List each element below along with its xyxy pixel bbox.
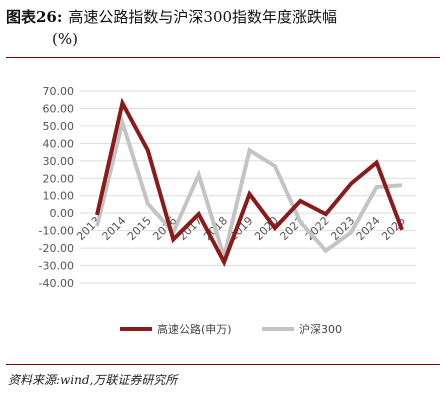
y-tick-label: 0.00 (50, 207, 75, 220)
y-tick-label: -40.00 (39, 277, 74, 290)
title-line-1: 图表26: 高速公路指数与沪深300指数年度涨跌幅 (6, 6, 440, 28)
y-tick-label: 50.00 (43, 120, 75, 133)
y-axis: 70.00 60.00 50.00 40.00 30.00 20.00 10.00 0.00 -… (39, 85, 74, 290)
y-tick-label: 70.00 (43, 85, 75, 98)
series-line-1 (95, 97, 404, 267)
series-group (95, 97, 404, 267)
y-tick-label: -20.00 (39, 242, 74, 255)
x-tick-label: 2025 (379, 214, 408, 243)
series-line-2 (95, 114, 403, 265)
y-tick-label: 30.00 (43, 155, 75, 168)
y-tick-label: 20.00 (43, 172, 75, 185)
x-tick-label: 2015 (125, 214, 154, 243)
chart-title: 图表26: 高速公路指数与沪深300指数年度涨跌幅 (%) (6, 6, 440, 50)
legend-label: 高速公路(申万) (157, 322, 232, 336)
top-rule (6, 57, 440, 58)
legend-label: 沪深300 (299, 322, 342, 336)
y-tick-label: -10.00 (39, 225, 74, 238)
figure-label: 图表26: (6, 8, 63, 26)
source-note: 资料来源:wind,万联证券研究所 (8, 373, 178, 387)
y-tick-label: -30.00 (39, 260, 74, 273)
x-tick-label: 2014 (100, 214, 129, 243)
bottom-rule (6, 364, 440, 365)
y-tick-label: 60.00 (43, 102, 75, 115)
title-line-2: (%) (52, 30, 78, 48)
figure-title: 高速公路指数与沪深300指数年度涨跌幅 (68, 8, 338, 26)
y-tick-label: 40.00 (43, 137, 75, 150)
y-tick-label: 10.00 (43, 190, 75, 203)
legend: 高速公路(申万) 沪深300 (120, 322, 342, 336)
